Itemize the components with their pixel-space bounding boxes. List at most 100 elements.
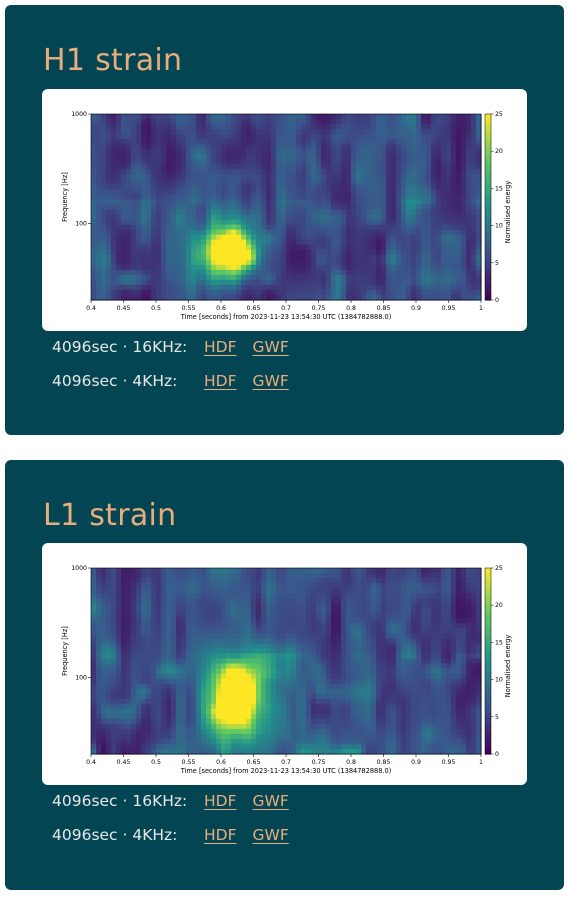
heatmap-cell [126, 638, 132, 645]
heatmap-cell [151, 648, 157, 655]
heatmap-cell [261, 683, 267, 690]
heatmap-cell [386, 169, 392, 175]
heatmap-cell [356, 244, 362, 251]
heatmap-cell [216, 154, 222, 160]
heatmap-cell [316, 708, 322, 715]
heatmap-cell [191, 583, 197, 589]
heatmap-cell [131, 129, 137, 135]
heatmap-cell [421, 279, 427, 286]
gwf-link[interactable]: GWF [252, 372, 289, 390]
heatmap-cell [341, 154, 347, 160]
hdf-link[interactable]: HDF [204, 338, 237, 356]
heatmap-cell [166, 279, 172, 286]
heatmap-cell [236, 124, 242, 130]
colorbar-segment [485, 174, 491, 180]
heatmap-cell [151, 698, 157, 705]
heatmap-cell [346, 628, 352, 634]
heatmap-cell [256, 149, 262, 155]
heatmap-cell [246, 693, 252, 700]
heatmap-cell [271, 598, 277, 604]
heatmap-cell [266, 738, 272, 745]
heatmap-cell [311, 274, 317, 281]
heatmap-cell [286, 678, 292, 685]
heatmap-cell [191, 713, 197, 720]
heatmap-cell [316, 199, 322, 206]
heatmap-cell [146, 618, 152, 624]
heatmap-cell [156, 194, 162, 201]
heatmap-cell [176, 264, 182, 271]
heatmap-cell [151, 119, 157, 125]
heatmap-cell [211, 673, 217, 680]
heatmap-cell [106, 613, 112, 619]
heatmap-cell [166, 633, 172, 639]
heatmap-cell [166, 239, 172, 246]
heatmap-cell [326, 638, 332, 645]
heatmap-cell [91, 743, 97, 750]
heatmap-cell [311, 618, 317, 624]
heatmap-cell [351, 638, 357, 645]
heatmap-cell [176, 294, 182, 301]
heatmap-cell [161, 693, 167, 700]
heatmap-cell [91, 224, 97, 231]
heatmap-cell [91, 244, 97, 251]
heatmap-cell [141, 119, 147, 125]
heatmap-cell [311, 289, 317, 296]
heatmap-cell [181, 164, 187, 170]
heatmap-cell [266, 229, 272, 236]
heatmap-cell [176, 628, 182, 634]
heatmap-cell [91, 269, 97, 276]
heatmap-cell [96, 194, 102, 201]
heatmap-cell [166, 119, 172, 125]
heatmap-cell [236, 234, 242, 241]
hdf-link[interactable]: HDF [204, 372, 237, 390]
heatmap-cell [321, 598, 327, 604]
gwf-link[interactable]: GWF [252, 338, 289, 356]
heatmap-cell [366, 229, 372, 236]
heatmap-cell [116, 214, 122, 221]
heatmap-cell [141, 673, 147, 680]
heatmap-cell [371, 194, 377, 201]
heatmap-cell [326, 653, 332, 660]
heatmap-cell [371, 279, 377, 286]
heatmap-cell [271, 209, 277, 216]
heatmap-cell [331, 748, 337, 755]
heatmap-cell [431, 209, 437, 216]
heatmap-cell [186, 284, 192, 291]
heatmap-cell [376, 164, 382, 170]
x-axis-label: Time [seconds] from 2023-11-23 13:54:30 … [180, 313, 392, 321]
heatmap-cell [391, 269, 397, 276]
heatmap-cell [356, 708, 362, 715]
heatmap-cell [111, 294, 117, 301]
heatmap-cell [201, 254, 207, 261]
heatmap-cell [281, 114, 287, 120]
heatmap-cell [241, 244, 247, 251]
heatmap-cell [131, 274, 137, 281]
heatmap-cell [316, 279, 322, 286]
heatmap-cell [326, 134, 332, 140]
heatmap-cell [131, 678, 137, 685]
heatmap-cell [296, 244, 302, 251]
heatmap-cell [251, 274, 257, 281]
heatmap-cell [271, 588, 277, 594]
heatmap-cell [131, 618, 137, 624]
heatmap-cell [256, 154, 262, 160]
heatmap-cell [371, 159, 377, 165]
heatmap-cell [161, 199, 167, 206]
y-tick-label: 1000 [71, 111, 87, 118]
heatmap-cell [156, 618, 162, 624]
heatmap-cell [206, 738, 212, 745]
heatmap-cell [341, 274, 347, 281]
heatmap-cell [166, 154, 172, 160]
heatmap-cell [271, 229, 277, 236]
heatmap-cell [456, 279, 462, 286]
heatmap-cell [331, 289, 337, 296]
heatmap-cell [201, 668, 207, 675]
heatmap-cell [301, 129, 307, 135]
heatmap-cell [401, 179, 407, 185]
heatmap-cell [131, 698, 137, 705]
heatmap-cell [181, 284, 187, 291]
heatmap-cell [406, 169, 412, 175]
heatmap-cell [231, 648, 237, 655]
heatmap-cell [281, 209, 287, 216]
heatmap-cell [281, 648, 287, 655]
